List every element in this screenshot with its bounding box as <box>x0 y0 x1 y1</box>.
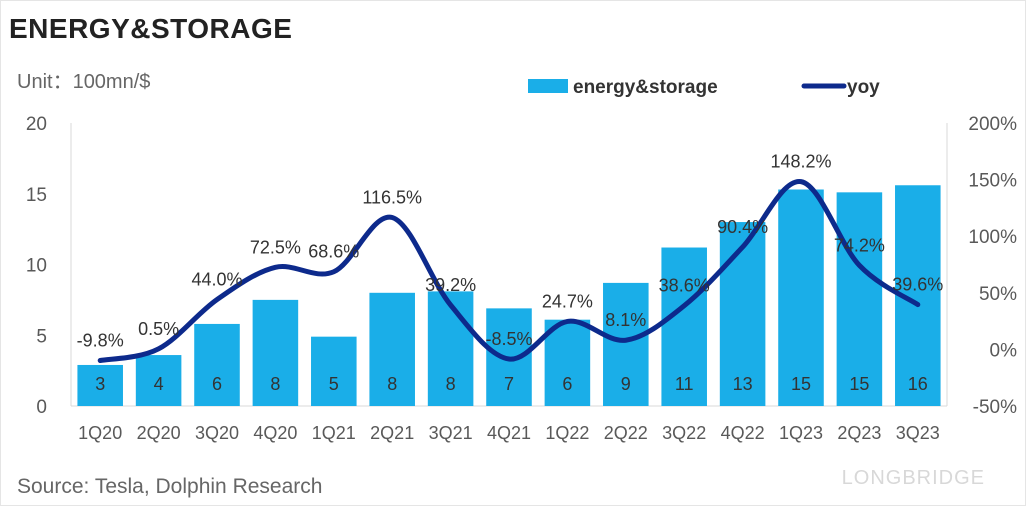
yoy-line <box>97 179 921 363</box>
unit-label: Unit：100mn/$ <box>17 71 151 93</box>
bar-4Q22 <box>719 222 766 406</box>
yoy-label: 74.2% <box>834 235 885 255</box>
watermark: LONGBRIDGE <box>841 467 985 489</box>
bar-label: 11 <box>675 374 694 394</box>
bar-2Q20 <box>135 355 182 406</box>
x-tick-label: 1Q22 <box>545 423 589 443</box>
bar-label: 13 <box>733 374 753 394</box>
bar-1Q20 <box>77 364 123 406</box>
x-tick-label: 3Q22 <box>662 423 706 443</box>
yoy-label: 8.1% <box>605 310 646 330</box>
yoy-label: 44.0% <box>191 270 242 290</box>
bar-2Q21 <box>369 292 415 406</box>
bar-4Q20 <box>252 299 299 406</box>
bar-label: 8 <box>446 374 456 394</box>
x-tick-label: 1Q21 <box>312 423 356 443</box>
yoy-label: 38.6% <box>659 276 710 296</box>
yoy-label: 0.5% <box>138 319 179 339</box>
left-tick-label: 20 <box>26 114 47 135</box>
legend-bar-swatch <box>528 79 568 93</box>
bar-label: 16 <box>908 374 928 394</box>
x-tick-label: 2Q20 <box>137 423 181 443</box>
left-tick-label: 15 <box>26 185 47 206</box>
yoy-label: 116.5% <box>362 188 422 208</box>
x-tick-label: 2Q22 <box>604 423 648 443</box>
bar-2Q22 <box>603 282 649 406</box>
x-tick-label: 1Q23 <box>779 423 823 443</box>
bar-label: 5 <box>329 374 339 394</box>
bar-label: 15 <box>791 374 811 394</box>
bar-label: 15 <box>849 374 869 394</box>
x-tick-label: 2Q21 <box>370 423 414 443</box>
left-tick-label: 0 <box>36 397 47 418</box>
right-tick-label: 150% <box>968 171 1017 192</box>
yoy-label: 24.7% <box>542 291 593 311</box>
yoy-label: 39.6% <box>892 275 943 295</box>
yoy-label: -9.8% <box>77 330 124 350</box>
legend-line-label: yoy <box>847 77 880 98</box>
bar-2Q23 <box>836 192 883 406</box>
x-tick-label: 4Q20 <box>253 423 297 443</box>
left-tick-label: 10 <box>26 256 47 277</box>
legend-bar-label: energy&storage <box>573 77 718 98</box>
x-tick-label: 3Q23 <box>896 423 940 443</box>
bar-label: 9 <box>621 374 631 394</box>
bar-1Q23 <box>778 189 824 406</box>
bar-1Q21 <box>311 336 357 406</box>
right-tick-label: 50% <box>979 284 1017 305</box>
left-tick-label: 5 <box>36 326 47 347</box>
bar-3Q21 <box>427 291 474 406</box>
x-tick-label: 2Q23 <box>837 423 881 443</box>
bar-3Q22 <box>661 247 707 406</box>
source-label: Source: Tesla, Dolphin Research <box>17 475 323 498</box>
right-tick-label: 200% <box>968 114 1017 135</box>
yoy-label: 39.2% <box>425 275 476 295</box>
x-tick-label: 1Q20 <box>78 423 122 443</box>
bar-label: 6 <box>212 374 222 394</box>
yoy-label: 90.4% <box>717 217 768 237</box>
x-tick-label: 3Q20 <box>195 423 239 443</box>
right-tick-label: 0% <box>990 340 1018 361</box>
bar-label: 8 <box>270 374 280 394</box>
right-tick-label: 100% <box>968 227 1017 248</box>
bar-label: 3 <box>95 374 105 394</box>
yoy-label: 68.6% <box>308 242 359 262</box>
bar-3Q20 <box>194 323 240 406</box>
yoy-label: -8.5% <box>485 329 532 349</box>
bar-label: 8 <box>387 374 397 394</box>
bar-label: 7 <box>504 374 514 394</box>
bar-label: 4 <box>154 374 164 394</box>
yoy-label: 148.2% <box>770 152 831 172</box>
bar-label: 6 <box>562 374 572 394</box>
x-tick-label: 3Q21 <box>429 423 473 443</box>
x-tick-label: 4Q21 <box>487 423 531 443</box>
yoy-label: 72.5% <box>250 237 301 257</box>
right-tick-label: -50% <box>973 397 1017 418</box>
x-tick-label: 4Q22 <box>721 423 765 443</box>
chart-title: ENERGY&STORAGE <box>9 13 293 44</box>
bar-1Q22 <box>544 319 591 406</box>
